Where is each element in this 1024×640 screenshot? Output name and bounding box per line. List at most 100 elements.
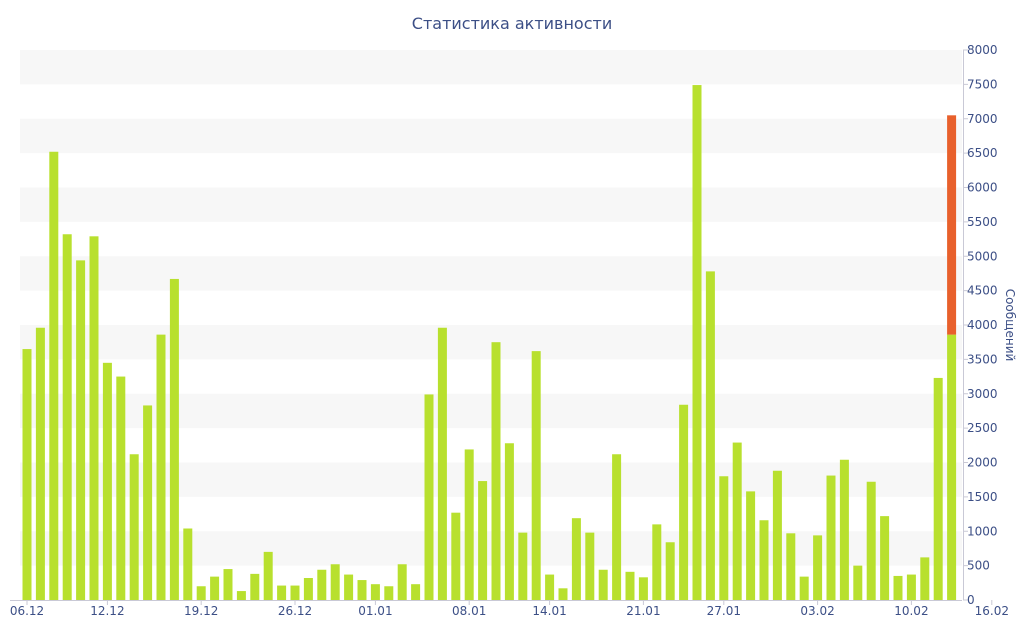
bar <box>880 516 890 600</box>
bar <box>478 481 488 600</box>
x-tick-label: 16.02 <box>975 604 1009 618</box>
y-tick-label: 7500 <box>967 77 998 91</box>
grid-band <box>20 256 962 291</box>
bar <box>22 349 32 600</box>
bar <box>35 327 45 600</box>
y-tick-label: 0 <box>967 593 975 607</box>
bar <box>625 571 635 600</box>
bar <box>839 459 849 600</box>
bar <box>893 575 903 600</box>
bar <box>411 584 421 600</box>
grid-band <box>20 187 962 222</box>
chart-title: Статистика активности <box>411 14 613 33</box>
x-tick-label: 12.12 <box>90 604 124 618</box>
bar <box>545 574 555 600</box>
bar <box>76 260 86 600</box>
bar <box>665 542 675 600</box>
bar <box>464 449 474 600</box>
bar <box>62 234 72 600</box>
bar <box>933 377 943 600</box>
x-tick-label: 21.01 <box>626 604 660 618</box>
x-tick-label: 26.12 <box>278 604 312 618</box>
bar <box>370 584 380 600</box>
y-tick-label: 2500 <box>967 421 998 435</box>
x-tick-label: 27.01 <box>707 604 741 618</box>
y-tick-label: 7000 <box>967 112 998 126</box>
y-tick-label: 3000 <box>967 387 998 401</box>
bar <box>652 524 662 600</box>
bar <box>692 85 702 600</box>
bar <box>223 569 233 600</box>
bar <box>437 327 447 600</box>
bar <box>330 564 340 600</box>
y-tick-label: 5500 <box>967 215 998 229</box>
bar <box>183 528 193 600</box>
bar <box>102 362 112 600</box>
bar <box>571 518 581 600</box>
bar <box>746 491 756 600</box>
y-tick-label: 8000 <box>967 43 998 57</box>
y-tick-label: 4500 <box>967 284 998 298</box>
bar <box>612 454 622 600</box>
bar <box>518 532 528 600</box>
bar <box>799 576 809 600</box>
bar <box>853 565 863 600</box>
bar <box>638 577 648 600</box>
bar <box>759 520 769 600</box>
bar <box>866 481 876 600</box>
grid-band <box>20 50 962 85</box>
y-tick-label: 6000 <box>967 181 998 195</box>
bar <box>397 564 407 600</box>
bar <box>210 576 220 600</box>
bar <box>920 557 930 600</box>
x-tick-label: 10.02 <box>894 604 928 618</box>
x-tick-label: 08.01 <box>452 604 486 618</box>
bar <box>169 278 179 600</box>
y-tick-label: 4000 <box>967 318 998 332</box>
bar <box>49 151 59 600</box>
bar <box>196 586 206 600</box>
bar <box>357 580 367 600</box>
bar <box>424 394 434 600</box>
bar <box>826 475 836 600</box>
bar <box>277 585 287 600</box>
bar <box>531 351 541 600</box>
y-tick-label: 2000 <box>967 456 998 470</box>
bar <box>250 573 260 600</box>
bar <box>143 405 153 600</box>
bar <box>116 376 126 600</box>
bar <box>585 532 595 600</box>
bar <box>451 512 461 600</box>
bar <box>236 591 246 600</box>
bar <box>504 443 514 600</box>
bar <box>679 404 689 600</box>
bar <box>156 334 166 600</box>
grid-band <box>20 118 962 154</box>
bar <box>558 588 568 600</box>
bar-highlight <box>947 115 957 335</box>
x-tick-label: 01.01 <box>358 604 392 618</box>
bar <box>906 574 916 600</box>
bar <box>344 574 354 600</box>
y-tick-label: 1500 <box>967 490 998 504</box>
bar <box>732 442 742 600</box>
y-tick-label: 500 <box>967 559 990 573</box>
bar <box>598 569 608 600</box>
bar <box>384 586 394 600</box>
bar <box>786 533 796 600</box>
x-tick-label: 19.12 <box>184 604 218 618</box>
bar <box>89 236 99 600</box>
y-tick-label: 5000 <box>967 249 998 263</box>
bar <box>813 535 823 600</box>
bar <box>947 334 957 600</box>
x-tick-label: 06.12 <box>10 604 44 618</box>
y-tick-label: 3500 <box>967 352 998 366</box>
x-tick-label: 14.01 <box>532 604 566 618</box>
bar <box>303 578 313 600</box>
bar <box>491 342 501 600</box>
bar <box>263 551 273 600</box>
bar <box>129 454 139 600</box>
y-tick-label: 6500 <box>967 146 998 160</box>
